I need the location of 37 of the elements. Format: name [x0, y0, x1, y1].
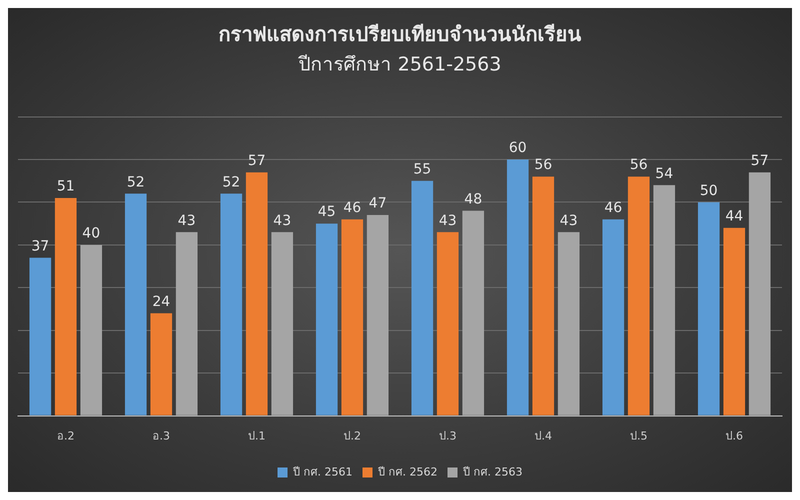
x-tick-label: ป.6	[726, 429, 743, 442]
data-label: 43	[438, 212, 457, 229]
x-tick-label: อ.3	[152, 429, 170, 442]
data-label: 46	[604, 200, 622, 216]
legend-label: ปี กศ. 2561	[292, 465, 353, 478]
data-label: 47	[368, 196, 387, 212]
data-label: 43	[560, 212, 578, 229]
data-label: 52	[126, 174, 145, 190]
x-tick-label: ป.3	[439, 429, 456, 442]
x-tick-label: ป.1	[248, 429, 266, 442]
x-tick-label: ป.4	[534, 429, 552, 442]
chart-title: กราฟแสดงการเปรียบเทียบจำนวนนักเรียน	[218, 22, 582, 46]
data-label: 50	[700, 182, 718, 199]
chart-subtitle: ปีการศึกษา 2561-2563	[298, 53, 502, 76]
x-tick-label: ป.2	[344, 429, 361, 442]
data-label: 40	[82, 226, 100, 242]
data-label: 46	[343, 200, 362, 216]
data-label: 60	[508, 140, 527, 156]
data-label: 44	[725, 208, 744, 224]
data-label: 54	[655, 166, 674, 182]
data-label: 43	[273, 212, 292, 229]
data-label: 52	[222, 174, 240, 190]
data-label: 51	[56, 178, 75, 195]
data-label: 45	[318, 204, 336, 220]
data-label: 48	[464, 191, 482, 208]
data-label: 43	[178, 212, 196, 229]
data-label: 56	[534, 157, 552, 174]
data-label: 57	[750, 152, 769, 169]
data-label: 37	[31, 238, 50, 254]
x-tick-label: ป.5	[630, 429, 648, 442]
data-label: 56	[630, 157, 648, 174]
legend-label: ปี กศ. 2562	[377, 465, 438, 478]
x-tick-label: อ.2	[57, 429, 74, 442]
data-label: 55	[413, 162, 432, 178]
data-label: 57	[248, 152, 266, 169]
legend-label: ปี กศ. 2563	[462, 465, 522, 478]
data-label: 24	[152, 294, 170, 310]
